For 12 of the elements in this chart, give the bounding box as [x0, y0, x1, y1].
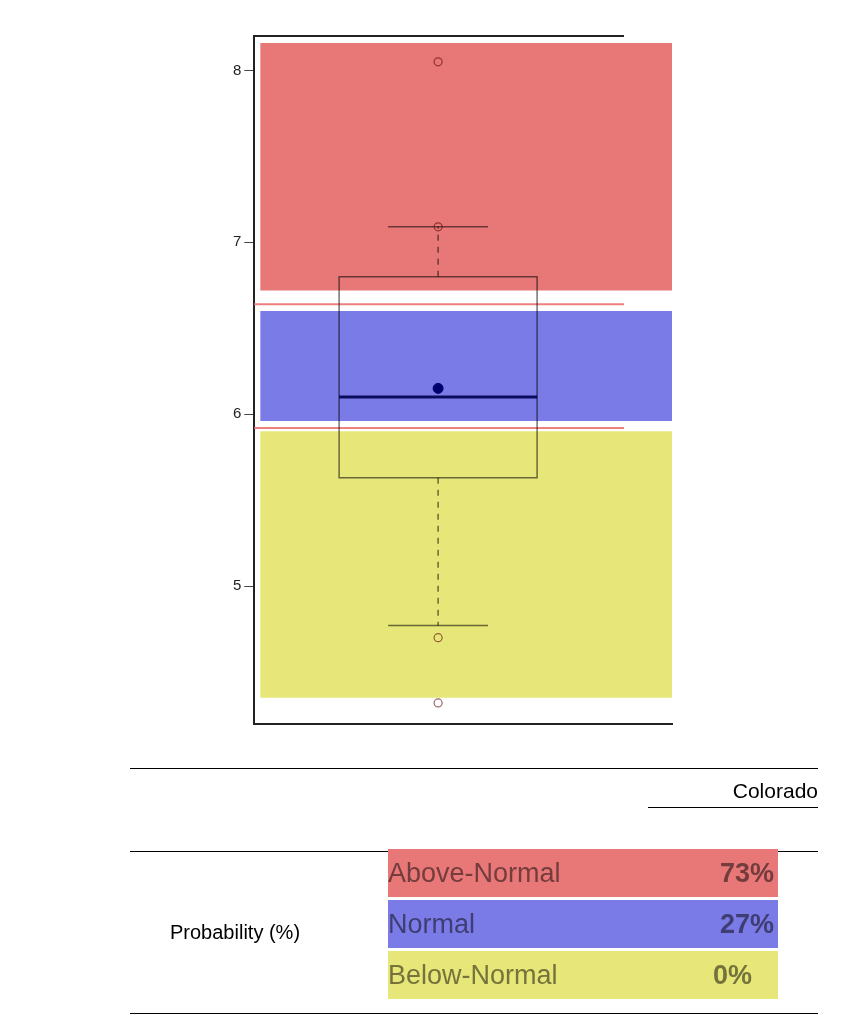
text: 73% [719, 857, 774, 889]
y-tick-label: 8 [233, 60, 242, 78]
text: Normal [388, 908, 476, 940]
text: Colorado [648, 779, 818, 808]
y-tick-label: 5 [233, 576, 242, 594]
text: Above-Normal [388, 857, 561, 889]
text: Probability (%) [170, 921, 301, 944]
y-tick-label: 7 [233, 232, 242, 250]
text: 0% [712, 959, 752, 991]
y-tick-label: 6 [233, 404, 242, 422]
text: Below-Normal [388, 959, 558, 991]
text: 27% [719, 908, 774, 940]
